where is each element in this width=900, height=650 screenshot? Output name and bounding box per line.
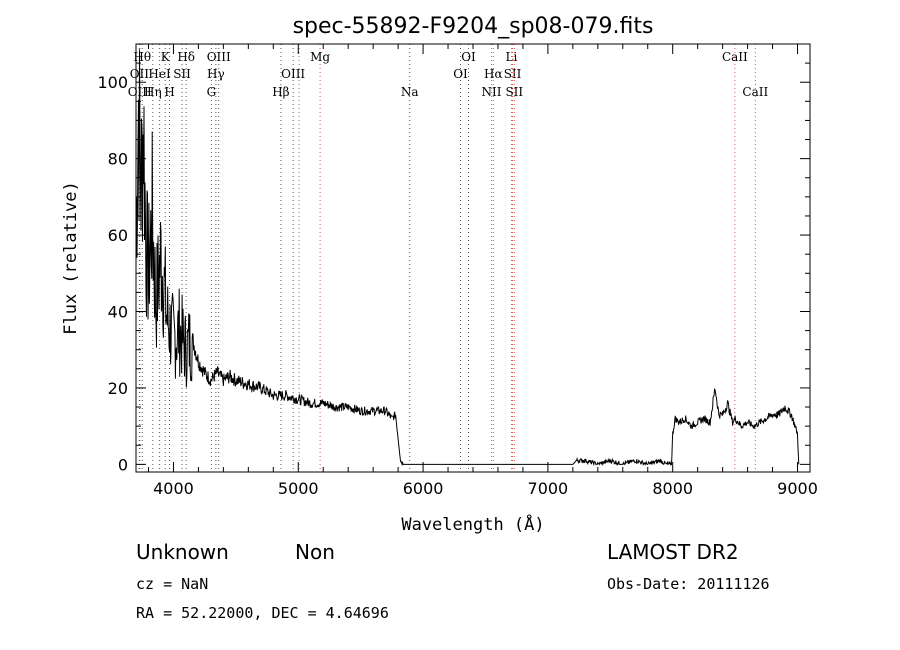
marker-label: CaII xyxy=(722,50,748,64)
x-tick-label: 6000 xyxy=(403,479,444,498)
y-tick-label: 0 xyxy=(118,455,128,474)
marker-label: Hα xyxy=(484,67,503,81)
marker-label: NII xyxy=(481,85,501,99)
x-tick-label: 9000 xyxy=(777,479,818,498)
marker-label: Li xyxy=(506,50,518,64)
marker-label: SII xyxy=(173,67,191,81)
x-tick-label: 7000 xyxy=(528,479,569,498)
marker-label: OIII xyxy=(281,67,305,81)
marker-label: CaII xyxy=(742,85,768,99)
y-tick-label: 20 xyxy=(108,379,128,398)
line-markers: HθOIIOIIIHηHeIKHSIIHδGHγOIIIHβOIIIMgNaOI… xyxy=(128,44,768,472)
obs-date: Obs-Date: 20111126 xyxy=(607,575,770,593)
marker-label: Hδ xyxy=(177,50,195,64)
marker-label: Hθ xyxy=(133,50,151,64)
series-group xyxy=(135,49,800,467)
series-line xyxy=(135,49,800,467)
x-axis-label: Wavelength (Å) xyxy=(401,513,544,535)
subclass-label: Non xyxy=(295,540,335,564)
marker-label: OI xyxy=(461,50,476,64)
y-axis-label: Flux (relative) xyxy=(61,181,81,335)
marker-label: OI xyxy=(453,67,468,81)
marker-label: Hβ xyxy=(272,85,289,99)
y-tick-label: 100 xyxy=(97,73,128,92)
marker-label: Mg xyxy=(310,50,330,64)
x-tick-label: 8000 xyxy=(652,479,693,498)
marker-label: OIII xyxy=(207,50,231,64)
survey-label: LAMOST DR2 xyxy=(607,540,739,564)
x-tick-label: 5000 xyxy=(278,479,319,498)
y-tick-label: 60 xyxy=(108,226,128,245)
y-tick-label: 40 xyxy=(108,303,128,322)
marker-label: SII xyxy=(505,85,523,99)
marker-label: SII xyxy=(504,67,522,81)
marker-label: Na xyxy=(401,85,419,99)
x-tick-label: 4000 xyxy=(153,479,194,498)
marker-label: G xyxy=(207,85,217,99)
axes: 4000 5000 6000 7000 8000 9000 0 20 40 60 80 100 xyxy=(97,43,818,498)
coordinates: RA = 52.22000, DEC = 4.64696 xyxy=(136,604,389,622)
y-tick-label: 80 xyxy=(108,150,128,169)
marker-label: Hη xyxy=(144,85,162,99)
plot-frame xyxy=(135,43,811,473)
marker-label: HeI xyxy=(148,67,171,81)
marker-label: H xyxy=(164,85,174,99)
marker-label: Hγ xyxy=(207,67,225,81)
class-label: Unknown xyxy=(136,540,229,564)
redshift-value: cz = NaN xyxy=(136,575,209,593)
marker-label: K xyxy=(161,50,171,64)
chart-title: spec-55892-F9204_sp08-079.fits xyxy=(293,14,654,39)
